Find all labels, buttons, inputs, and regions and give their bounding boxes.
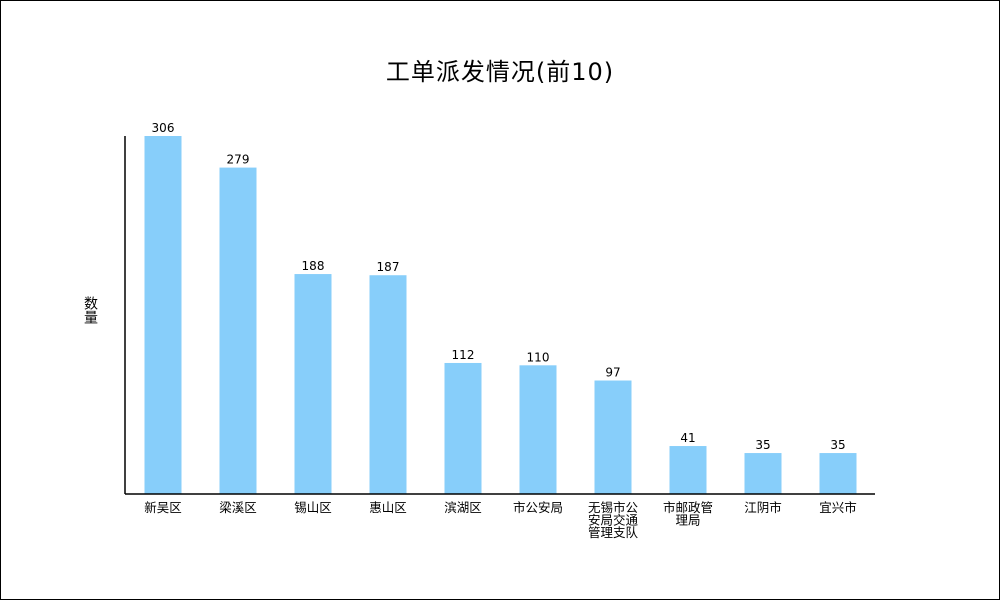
bars-group xyxy=(144,136,857,494)
value-label-2: 188 xyxy=(302,259,325,273)
category-label-6-line-0: 无锡市公 xyxy=(588,500,639,515)
value-label-1: 279 xyxy=(227,153,250,167)
bar-7 xyxy=(669,446,707,494)
bar-5 xyxy=(519,365,557,494)
bar-4 xyxy=(444,362,482,494)
category-label-4: 滨湖区 xyxy=(444,500,482,515)
y-axis-label: 数量 xyxy=(82,296,98,324)
value-label-9: 35 xyxy=(830,438,845,452)
bar-6 xyxy=(594,380,632,494)
category-label-7-line-0: 市邮政管 xyxy=(663,500,713,515)
value-label-6: 97 xyxy=(605,366,620,380)
bar-2 xyxy=(294,274,332,494)
chart-title: 工单派发情况(前10) xyxy=(385,58,615,86)
bar-9 xyxy=(819,453,857,494)
value-labels-group: 306 279 188 187 112 110 97 41 35 35 xyxy=(152,121,846,452)
bar-8 xyxy=(744,453,782,494)
value-label-3: 187 xyxy=(377,260,400,274)
value-label-0: 306 xyxy=(152,121,175,135)
bar-1 xyxy=(219,167,257,494)
category-label-5: 市公安局 xyxy=(513,500,563,515)
category-label-6-line-2: 管理支队 xyxy=(588,525,639,540)
category-label-0: 新吴区 xyxy=(144,500,182,515)
value-label-7: 41 xyxy=(680,431,695,445)
value-label-8: 35 xyxy=(755,438,770,452)
category-label-6-line-1: 安局交通 xyxy=(588,513,639,528)
value-label-5: 110 xyxy=(527,350,550,364)
bar-3 xyxy=(369,275,407,494)
category-label-3: 惠山区 xyxy=(369,500,407,515)
category-label-8: 江阴市 xyxy=(744,500,782,515)
value-label-4: 112 xyxy=(452,348,475,362)
category-label-2: 锡山区 xyxy=(294,500,332,515)
bar-0 xyxy=(144,136,182,494)
category-label-9: 宜兴市 xyxy=(819,500,857,515)
category-label-7-line-1: 理局 xyxy=(675,513,700,528)
category-label-1: 梁溪区 xyxy=(219,500,257,515)
